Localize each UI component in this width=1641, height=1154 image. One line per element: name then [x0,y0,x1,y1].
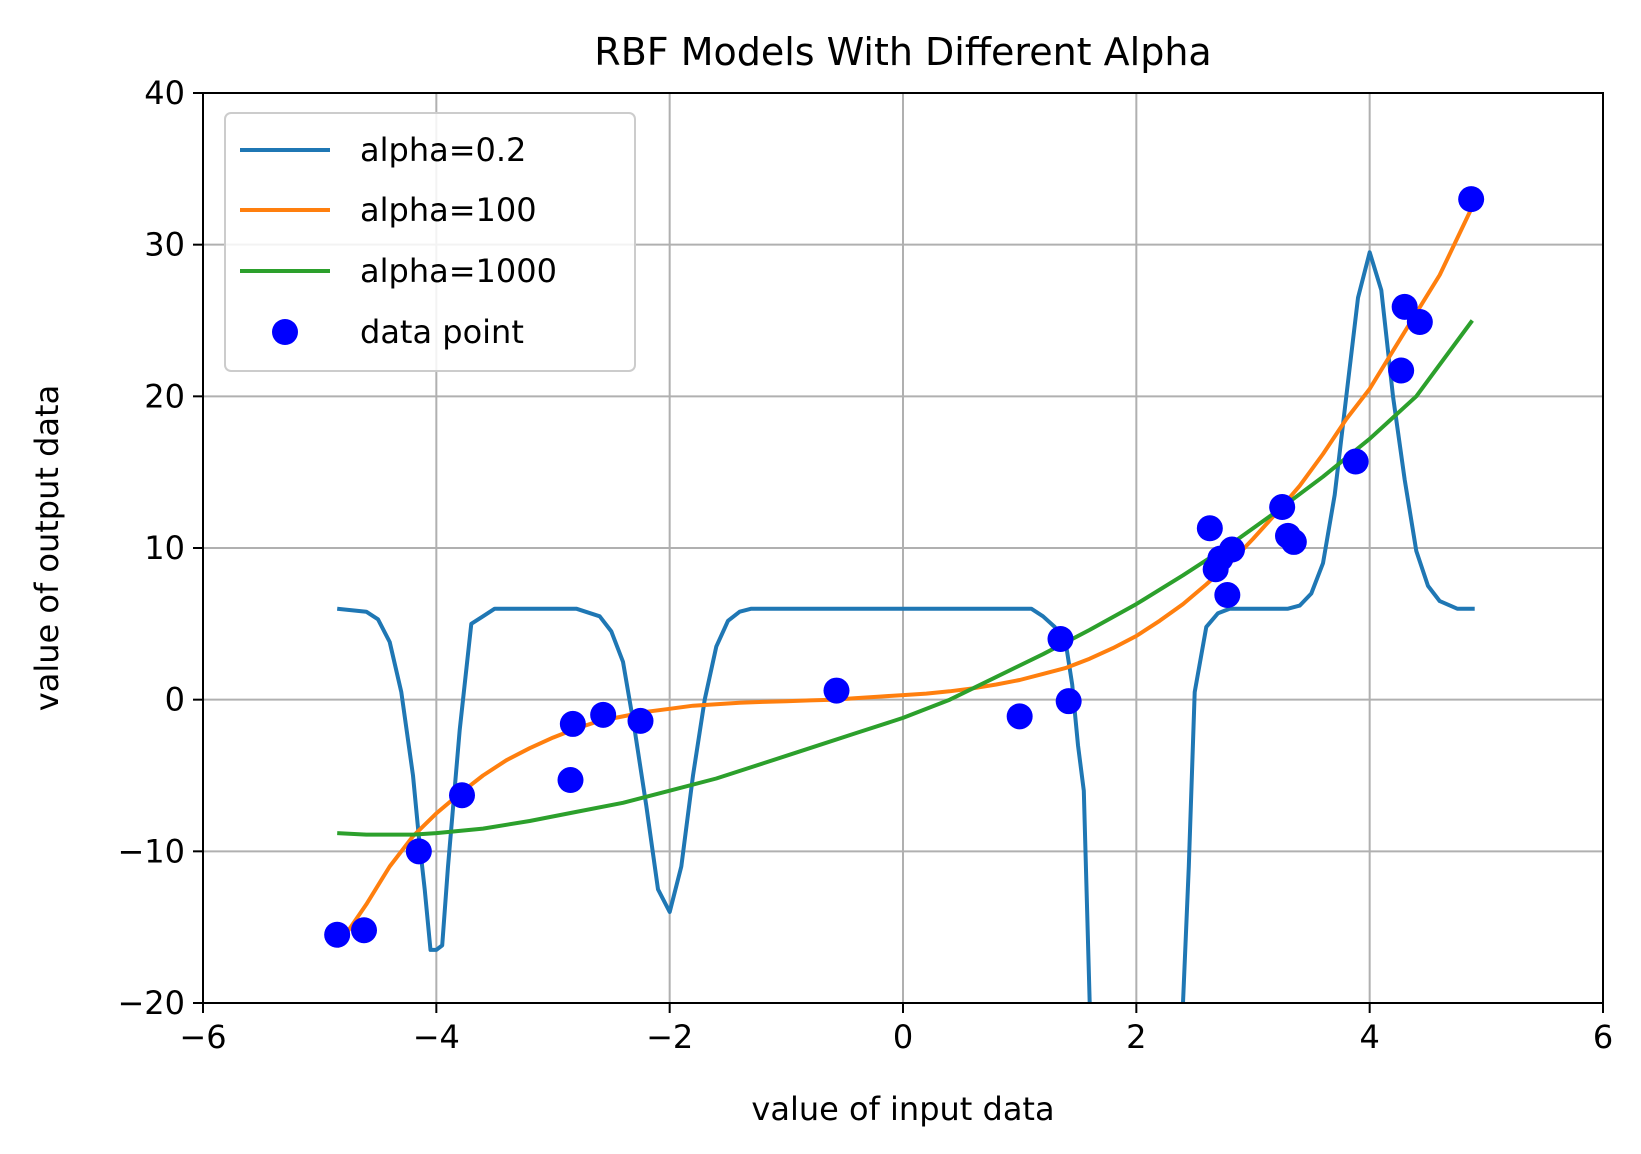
data-point [1196,515,1223,542]
series-line-2 [337,319,1474,837]
x-tick-label: −2 [646,1018,693,1056]
data-point [449,782,475,809]
data-point [1006,703,1033,730]
legend-label-alpha-0-2: alpha=0.2 [360,131,526,169]
legend-label-data-point: data point [360,313,524,351]
grid [203,93,1603,1003]
points-layer [324,186,1485,948]
data-point [1458,186,1485,213]
x-axis-label: value of input data [751,1090,1054,1128]
x-tick-label: 2 [1126,1018,1146,1056]
x-tick-label: −6 [179,1018,226,1056]
legend-label-alpha-1000: alpha=1000 [360,252,557,290]
legend-box [224,112,636,372]
data-point [1280,528,1307,555]
x-tick-label: 4 [1359,1018,1379,1056]
data-point [1342,448,1369,475]
data-point [1219,536,1245,563]
y-tick-label: 20 [144,377,185,415]
y-tick-label: 30 [144,226,185,264]
chart-title: RBF Models With Different Alpha [594,30,1211,74]
data-point [627,707,654,734]
data-point [1406,309,1433,336]
data-point [590,701,617,728]
data-point [1055,688,1082,715]
y-axis-label: value of output data [28,385,66,711]
data-point [823,677,850,704]
y-tick-label: −10 [117,832,185,870]
legend-label-alpha-100: alpha=100 [360,191,537,229]
data-point [559,710,586,737]
y-tick-label: −20 [117,984,185,1022]
data-point [1047,626,1074,652]
data-point [324,921,351,948]
legend-swatch-data-point [272,319,298,345]
y-tick-label: 10 [144,529,185,567]
data-point [1388,357,1415,384]
x-tick-label: −4 [413,1018,460,1056]
data-point [557,767,584,794]
y-tick-label: 0 [165,681,185,719]
data-point [1269,494,1296,521]
data-point [1214,582,1241,609]
data-point [405,838,432,865]
x-tick-label: 0 [893,1018,913,1056]
data-point [351,917,377,944]
legend: alpha=0.2 alpha=100 alpha=1000 data poin… [224,112,636,372]
x-tick-label: 6 [1593,1018,1613,1056]
y-tick-label: 40 [144,74,185,112]
